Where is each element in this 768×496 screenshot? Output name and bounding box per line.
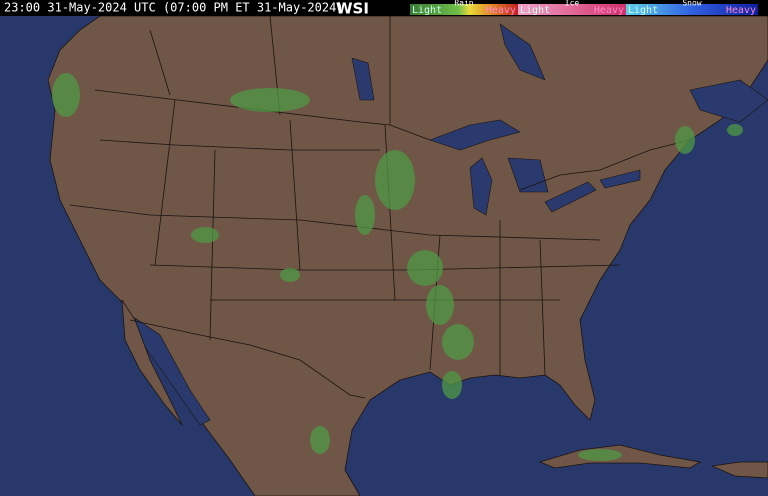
legend-type: Rain [454,0,473,8]
legend-low: Light [520,5,550,16]
echo [442,324,474,360]
echo [230,88,310,112]
echo [407,250,443,286]
legend: Rain Light Heavy Ice Light Heavy Snow Light Heav… [410,0,758,16]
lake-ontario [599,169,641,189]
legend-swatch [410,4,518,15]
legend-low: Light [628,5,658,16]
timestamp: 23:00 31-May-2024 UTC (07:00 PM ET 31-Ma… [4,1,344,15]
land [47,15,768,496]
echo [355,195,375,235]
echo [191,227,219,243]
lake-winnipeg [351,57,375,101]
echo [426,285,454,325]
echo [442,371,462,399]
echo [727,124,743,136]
hispaniola [710,461,768,479]
james-bay [499,23,546,81]
baja [121,299,183,426]
legend-swatch [518,4,626,15]
legend-type: Ice [565,0,580,8]
legend-high: Heavy [726,5,756,16]
legend-high: Heavy [486,5,516,16]
radar-echoes [52,73,743,461]
logo: WSI [336,0,369,18]
echo [375,150,415,210]
borders [69,15,691,399]
gulf-st-lawrence [689,79,768,123]
legend-high: Heavy [594,5,624,16]
echo [52,73,80,117]
legend-low: Light [412,5,442,16]
echo [578,449,622,461]
lake-michigan [469,157,493,216]
legend-type: Snow [682,0,701,8]
echo [675,126,695,154]
echo [310,426,330,454]
echo [280,268,300,282]
legend-swatch [626,4,758,15]
lake-superior [429,119,521,151]
lake-erie [544,181,597,213]
